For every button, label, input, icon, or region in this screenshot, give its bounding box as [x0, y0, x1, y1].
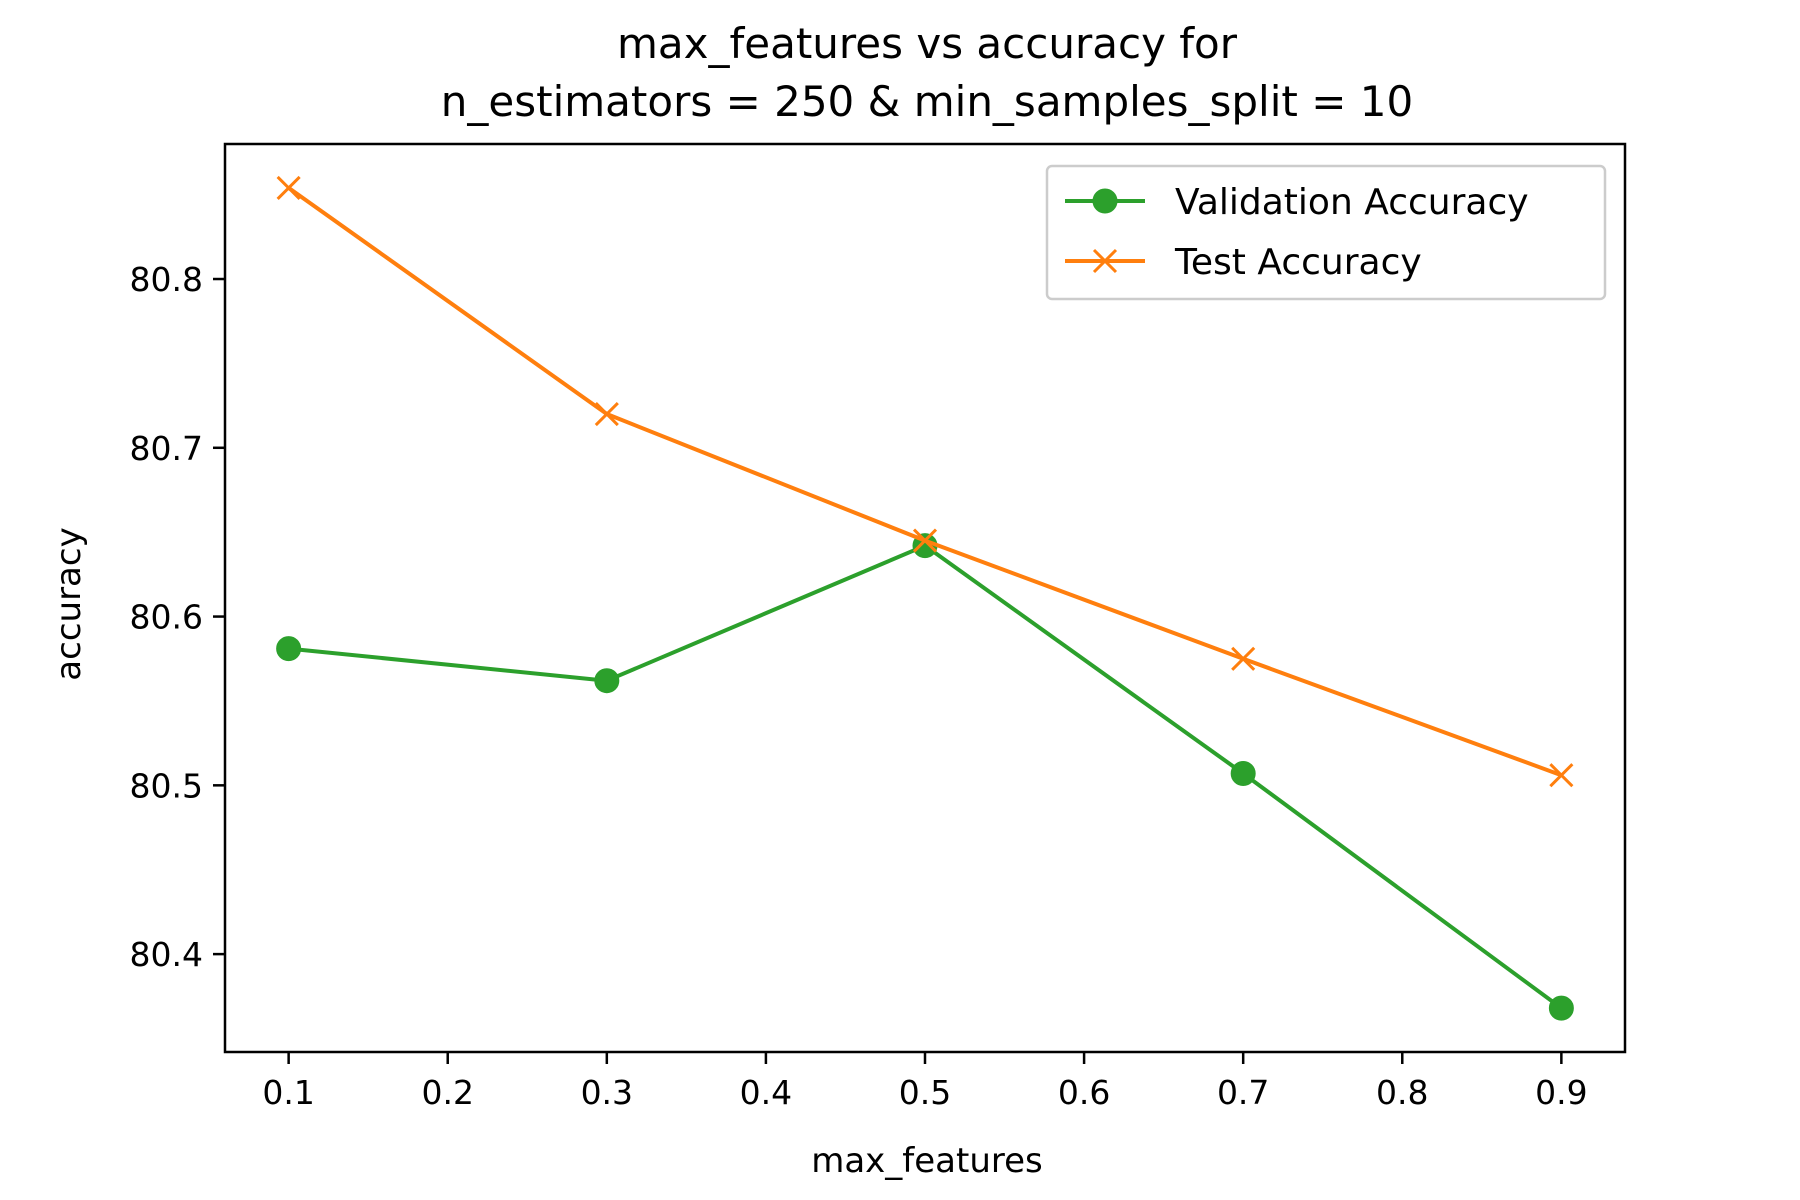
x-tick-label: 0.4 [740, 1073, 792, 1112]
x-tick-label: 0.8 [1376, 1073, 1428, 1112]
y-tick-label: 80.4 [130, 935, 203, 974]
x-tick-label: 0.6 [1058, 1073, 1110, 1112]
legend: Validation Accuracy Test Accuracy [1045, 164, 1607, 301]
legend-marker-validation-accuracy [1092, 188, 1118, 214]
test-accuracy-point [1549, 763, 1574, 788]
validation-accuracy-point [1548, 995, 1574, 1021]
y-tick-label: 80.5 [130, 766, 203, 805]
chart-title-line-1: max_features vs accuracy for [617, 19, 1238, 68]
y-axis-label: accuracy [49, 527, 89, 680]
y-tick-label: 80.7 [130, 429, 203, 468]
validation-accuracy-point [594, 668, 620, 694]
y-tick-label: 80.6 [130, 598, 203, 637]
test-accuracy-point [276, 175, 301, 200]
x-tick-label: 0.7 [1217, 1073, 1269, 1112]
test-accuracy-point [1231, 646, 1256, 671]
plot-area: 0.1 0.2 0.3 0.4 0.5 0.6 0.7 0.8 0.9 80.4 80.5 80.6 8… [130, 142, 1627, 1112]
chart-title-line-2: n_estimators = 250 & min_samples_split =… [441, 77, 1413, 126]
y-tick-label: 80.8 [130, 260, 203, 299]
x-tick-label: 0.1 [262, 1073, 314, 1112]
legend-marker-test-accuracy [1092, 248, 1118, 274]
x-tick-label: 0.9 [1535, 1073, 1587, 1112]
test-accuracy-series [276, 175, 1574, 788]
validation-accuracy-point [276, 636, 302, 662]
legend-label-validation-accuracy: Validation Accuracy [1175, 182, 1529, 223]
x-axis-label: max_features [811, 1141, 1043, 1181]
legend-box [1045, 164, 1607, 301]
test-accuracy-point [912, 528, 938, 553]
legend-entry-test-accuracy: Test Accuracy [1065, 242, 1422, 283]
validation-accuracy-line [288, 543, 1563, 1010]
test-accuracy-point [594, 401, 619, 427]
x-tick-label: 0.2 [421, 1073, 473, 1112]
x-tick-label: 0.3 [581, 1073, 633, 1112]
legend-entry-validation-accuracy: Validation Accuracy [1065, 182, 1529, 223]
legend-label-test-accuracy: Test Accuracy [1174, 242, 1422, 283]
x-tick-label: 0.5 [899, 1073, 951, 1112]
validation-accuracy-series [276, 533, 1574, 1021]
validation-accuracy-point [1230, 761, 1256, 787]
